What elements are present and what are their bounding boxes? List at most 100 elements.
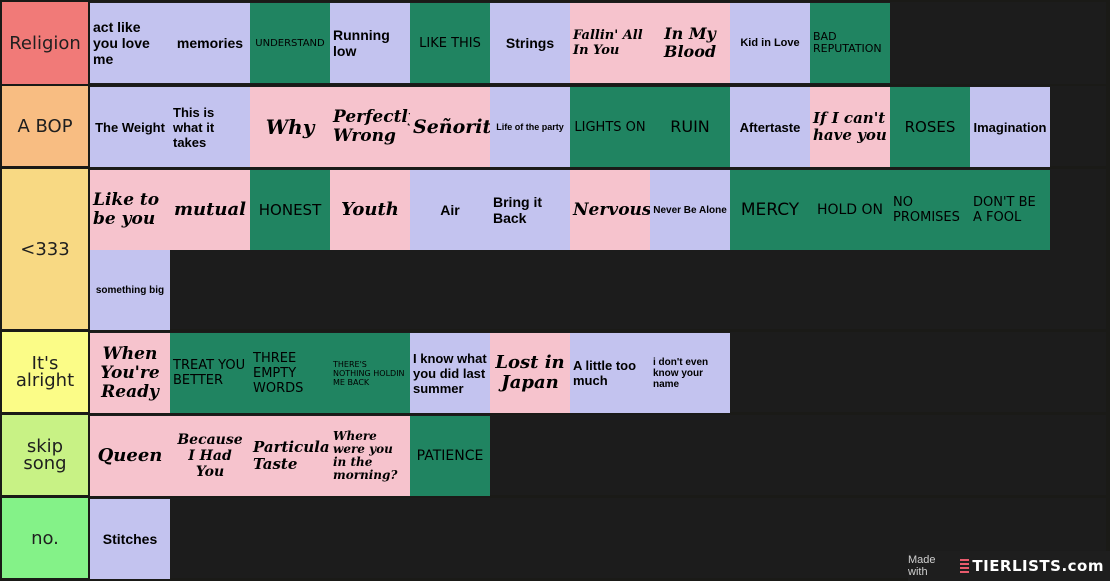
tier-item-label: Lost in Japan xyxy=(495,352,565,393)
tier-row-less-than-333: <333 Like to be you mutual HONEST Youth Air B… xyxy=(0,169,1110,330)
tier-item-label: memories xyxy=(176,35,244,51)
tier-item[interactable]: RUIN xyxy=(650,87,730,167)
tier-item[interactable]: HONEST xyxy=(250,170,330,250)
tier-item-label: Youth xyxy=(341,199,399,220)
tier-label-religion[interactable]: Religion xyxy=(2,2,88,84)
tier-items-its-alright[interactable]: When You're Ready TREAT YOU BETTER THREE E… xyxy=(90,332,1106,413)
tier-item-label: Like to be you xyxy=(93,190,160,229)
tier-label-less-than-333[interactable]: <333 xyxy=(2,169,88,329)
tier-item[interactable]: THREE EMPTY WORDS xyxy=(250,333,330,413)
tier-items-religion[interactable]: act like you love me memories UNDERSTAND Ru… xyxy=(90,2,1106,84)
tier-item-label: THERE'S NOTHING HOLDIN ME BACK xyxy=(333,359,405,387)
tier-item[interactable]: Particular Taste xyxy=(250,416,330,496)
tier-items-a-bop[interactable]: The Weight This is what it takes Why Perfec… xyxy=(90,86,1106,167)
tier-item[interactable]: LIGHTS ON xyxy=(570,87,650,167)
tier-item[interactable]: Like to be you xyxy=(90,170,170,250)
tier-item-label: Kid in Love xyxy=(740,37,800,49)
tier-row-its-alright: It's alright When You're Ready TREAT YOU … xyxy=(0,332,1110,413)
tier-item[interactable]: Fallin' All In You xyxy=(570,3,650,83)
tier-item-label: Air xyxy=(440,202,460,218)
tier-item-label: Never Be Alone xyxy=(653,204,727,216)
tier-item-label: In My Blood xyxy=(663,24,717,61)
tier-label-a-bop[interactable]: A BOP xyxy=(2,86,88,166)
tier-items-skip-song[interactable]: Queen Because I Had You Particular Taste Wh… xyxy=(90,415,1106,496)
tier-item[interactable]: LIKE THIS xyxy=(410,3,490,83)
tier-item-label: Aftertaste xyxy=(739,119,801,135)
tier-item[interactable]: Aftertaste xyxy=(730,87,810,167)
tier-item-label: Strings xyxy=(505,35,555,51)
tier-item-label: Life of the party xyxy=(496,122,564,132)
made-with-watermark[interactable]: Made with TIERLISTS.com xyxy=(908,551,1110,581)
tier-item[interactable]: Where were you in the morning? xyxy=(330,416,410,496)
tier-item-label: THREE EMPTY WORDS xyxy=(253,350,304,396)
tier-item-label: something big xyxy=(95,284,165,296)
tier-item-label: Because I Had You xyxy=(177,432,243,480)
tier-item-label: NO PROMISES xyxy=(893,195,960,225)
tier-item[interactable]: This is what it takes xyxy=(170,87,250,167)
tier-item-label: If I can't have you xyxy=(813,109,887,144)
tier-item[interactable]: Strings xyxy=(490,3,570,83)
tier-items-no[interactable]: Stitches xyxy=(90,498,1106,579)
tier-item[interactable]: DON'T BE A FOOL xyxy=(970,170,1050,250)
tier-item[interactable]: Imagination xyxy=(970,87,1050,167)
tier-item[interactable]: A little too much xyxy=(570,333,650,413)
tier-item[interactable]: something big xyxy=(90,250,170,330)
tier-item[interactable]: ROSES xyxy=(890,87,970,167)
tier-item-label: TREAT YOU BETTER xyxy=(173,358,246,388)
tier-item-label: Imagination xyxy=(973,119,1047,135)
tierlists-logo: TIERLISTS.com xyxy=(960,557,1104,575)
tier-item[interactable]: Stitches xyxy=(90,499,170,579)
tier-item-label: Why xyxy=(265,115,315,139)
tier-item-label: i don't even know your name xyxy=(653,356,709,390)
tier-item[interactable]: Never Be Alone xyxy=(650,170,730,250)
tier-item[interactable]: THERE'S NOTHING HOLDIN ME BACK xyxy=(330,333,410,413)
tier-label-its-alright[interactable]: It's alright xyxy=(2,332,88,412)
tier-item[interactable]: Kid in Love xyxy=(730,3,810,83)
tier-item[interactable]: MERCY xyxy=(730,170,810,250)
tier-item[interactable]: In My Blood xyxy=(650,3,730,83)
tier-item[interactable]: BAD REPUTATION xyxy=(810,3,890,83)
tier-item[interactable]: Youth xyxy=(330,170,410,250)
tier-item[interactable]: The Weight xyxy=(90,87,170,167)
tier-item[interactable]: Life of the party xyxy=(490,87,570,167)
tier-item-label: Fallin' All In You xyxy=(573,28,643,58)
tier-item[interactable]: HOLD ON xyxy=(810,170,890,250)
tier-item[interactable]: mutual xyxy=(170,170,250,250)
tier-item[interactable]: NO PROMISES xyxy=(890,170,970,250)
tier-item[interactable]: Why xyxy=(250,87,330,167)
tier-item-label: This is what it takes xyxy=(173,104,215,150)
tier-item[interactable]: Nervous xyxy=(570,170,650,250)
tier-item[interactable]: If I can't have you xyxy=(810,87,890,167)
tier-item[interactable]: Señorita xyxy=(410,87,490,167)
tier-item-label: HONEST xyxy=(258,200,322,219)
tier-item-label: act like you love me xyxy=(93,19,150,67)
made-with-text: Made with xyxy=(908,554,936,578)
tier-item-label: The Weight xyxy=(95,119,165,135)
tier-item[interactable]: Queen xyxy=(90,416,170,496)
tier-item-label: HOLD ON xyxy=(816,202,884,218)
tier-item[interactable]: Bring it Back xyxy=(490,170,570,250)
tier-item-label: ROSES xyxy=(904,117,956,136)
tier-item-label: Bring it Back xyxy=(493,194,542,226)
tier-item[interactable]: act like you love me xyxy=(90,3,170,83)
tier-item[interactable]: memories xyxy=(170,3,250,83)
tier-row-a-bop: A BOP The Weight This is what it takes Why… xyxy=(0,86,1110,167)
tier-item[interactable]: Running low xyxy=(330,3,410,83)
tier-item[interactable]: I know what you did last summer xyxy=(410,333,490,413)
tier-item[interactable]: Lost in Japan xyxy=(490,333,570,413)
tier-items-less-than-333[interactable]: Like to be you mutual HONEST Youth Air Bring … xyxy=(90,169,1106,330)
tier-item[interactable]: Because I Had You xyxy=(170,416,250,496)
tier-item[interactable]: Air xyxy=(410,170,490,250)
tier-item[interactable]: When You're Ready xyxy=(90,333,170,413)
tier-item-label: Running low xyxy=(333,27,390,59)
tier-item-label: I know what you did last summer xyxy=(413,350,487,396)
tier-item[interactable]: UNDERSTAND xyxy=(250,3,330,83)
tier-item-label: mutual xyxy=(173,199,247,220)
tier-label-no[interactable]: no. xyxy=(2,498,88,578)
tier-item[interactable]: TREAT YOU BETTER xyxy=(170,333,250,413)
tier-item-label: MERCY xyxy=(740,199,800,220)
tier-item[interactable]: PATIENCE xyxy=(410,416,490,496)
tier-item[interactable]: i don't even know your name xyxy=(650,333,730,413)
tier-item[interactable]: Perfectly Wrong xyxy=(330,87,410,167)
tier-label-skip-song[interactable]: skip song xyxy=(2,415,88,495)
